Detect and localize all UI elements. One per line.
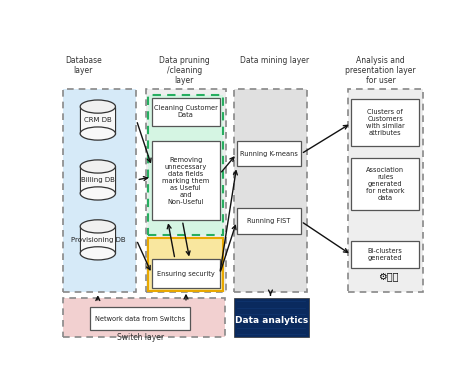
Text: Association
rules
generated
for network
data: Association rules generated for network … <box>366 167 404 201</box>
Ellipse shape <box>80 160 116 173</box>
Text: Clusters of
Customers
with similar
attributes: Clusters of Customers with similar attri… <box>366 109 405 136</box>
Text: Data pruning
/cleaning
layer: Data pruning /cleaning layer <box>159 56 210 86</box>
Bar <box>237 141 301 166</box>
Ellipse shape <box>80 247 116 260</box>
Bar <box>234 298 309 337</box>
Text: Data mining layer: Data mining layer <box>239 56 309 65</box>
Bar <box>237 209 301 234</box>
Ellipse shape <box>80 187 116 200</box>
Bar <box>148 238 223 291</box>
Text: Removing
unnecessary
data fields
marking them
as Useful
and
Non-Useful: Removing unnecessary data fields marking… <box>162 157 210 205</box>
Text: ⚙🔍📊: ⚙🔍📊 <box>378 271 398 281</box>
Text: Cleaning Customer
Data: Cleaning Customer Data <box>154 105 218 118</box>
Text: Database
layer: Database layer <box>65 56 101 75</box>
Bar <box>351 99 419 145</box>
Text: Bi-clusters
generated: Bi-clusters generated <box>368 248 403 261</box>
Bar <box>80 226 116 253</box>
Text: Data analytics: Data analytics <box>235 316 308 325</box>
Bar <box>63 89 137 292</box>
Bar <box>63 298 225 337</box>
Bar <box>351 241 419 268</box>
Bar <box>351 158 419 210</box>
Text: Billing DB: Billing DB <box>81 177 115 183</box>
Text: CRM DB: CRM DB <box>84 117 112 123</box>
Ellipse shape <box>80 220 116 233</box>
Bar <box>152 259 220 288</box>
Bar <box>80 166 116 193</box>
Bar <box>81 166 115 193</box>
Bar <box>91 307 190 330</box>
Bar <box>347 89 423 292</box>
Text: Switch layer: Switch layer <box>117 333 164 342</box>
Bar <box>81 226 115 253</box>
Text: Provisioning DB: Provisioning DB <box>71 237 125 243</box>
Text: Analysis and
presentation layer
for user: Analysis and presentation layer for user <box>346 56 416 86</box>
Ellipse shape <box>80 100 116 113</box>
Text: Running FIST: Running FIST <box>247 218 291 224</box>
Ellipse shape <box>80 127 116 140</box>
Bar <box>81 107 115 133</box>
Bar <box>234 89 307 292</box>
Bar <box>152 98 220 126</box>
Bar <box>80 107 116 133</box>
Bar <box>152 141 220 221</box>
Text: Running K-means: Running K-means <box>240 151 298 157</box>
Bar <box>146 89 227 292</box>
Text: Ensuring security: Ensuring security <box>157 271 215 277</box>
Bar <box>148 95 223 235</box>
Text: Network data from Switchs: Network data from Switchs <box>95 315 185 321</box>
